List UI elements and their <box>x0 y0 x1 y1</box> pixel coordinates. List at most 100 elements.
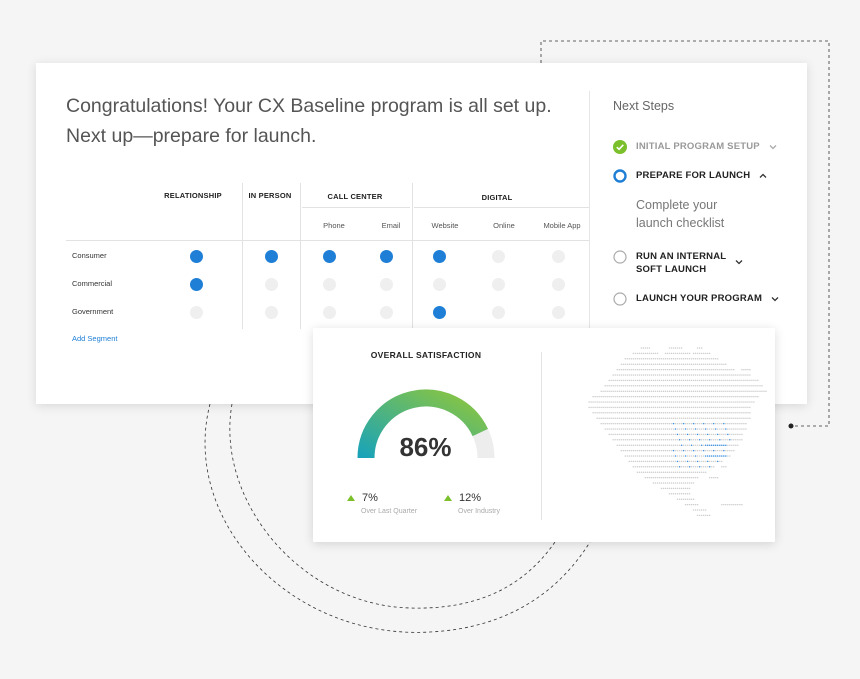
map-dot <box>719 449 721 452</box>
map-dot <box>608 417 610 419</box>
map-dot <box>602 417 604 419</box>
cell-dot-inactive[interactable] <box>432 277 446 291</box>
map-dot <box>632 385 635 387</box>
map-dot <box>670 482 673 484</box>
map-dot <box>660 466 663 468</box>
map-dot <box>676 374 679 376</box>
map-dot <box>610 422 612 425</box>
map-dot <box>704 352 707 355</box>
map-dot <box>648 460 651 463</box>
cell-dot-inactive[interactable] <box>491 305 505 319</box>
map-dot <box>694 433 697 436</box>
map-dot <box>751 395 753 398</box>
cell-dot-inactive[interactable] <box>491 249 505 263</box>
cell-dot-inactive[interactable] <box>189 305 203 319</box>
map-dot <box>634 439 637 441</box>
cell-dot-active[interactable] <box>322 249 336 263</box>
map-dot <box>684 449 687 452</box>
map-dot <box>674 466 677 468</box>
map-dot <box>700 406 703 409</box>
map-dot <box>634 379 637 382</box>
map-dot <box>688 460 691 463</box>
map-dot <box>725 385 727 387</box>
map-dot <box>749 374 751 376</box>
map-dot <box>725 503 727 506</box>
map-dot <box>755 390 757 392</box>
map-dot <box>674 417 677 419</box>
cell-dot-inactive[interactable] <box>491 277 505 291</box>
map-dot <box>702 460 705 463</box>
map-dot <box>600 422 602 425</box>
cell-dot-inactive[interactable] <box>551 249 565 263</box>
cell-dot-inactive[interactable] <box>322 277 336 291</box>
overall-satisfaction-card: OVERALL SATISFACTION 86% 7% Over Last Qu… <box>313 328 775 542</box>
map-dot <box>700 352 703 355</box>
cell-dot-active[interactable] <box>189 277 203 291</box>
map-dot <box>658 476 661 479</box>
map-dot <box>702 401 705 403</box>
map-dot <box>755 395 757 398</box>
map-dot <box>741 439 743 441</box>
step-launch-your-program[interactable]: LAUNCH YOUR PROGRAM <box>613 292 780 306</box>
map-dot <box>678 487 681 490</box>
map-dot <box>628 455 631 457</box>
map-dot <box>660 449 663 452</box>
cell-dot-inactive[interactable] <box>379 277 393 291</box>
map-dot <box>700 471 703 473</box>
map-dot <box>682 466 685 468</box>
map-dot <box>674 455 677 457</box>
map-dot <box>668 412 671 414</box>
map-dot <box>676 460 679 463</box>
chevron-up-icon[interactable] <box>758 171 768 181</box>
chevron-down-icon[interactable] <box>768 142 778 152</box>
map-dot <box>729 428 731 430</box>
map-dot <box>686 482 689 484</box>
map-dot <box>602 401 604 403</box>
map-dot <box>694 476 697 479</box>
add-segment-link[interactable]: Add Segment <box>72 334 118 343</box>
chevron-down-icon[interactable] <box>770 294 780 304</box>
map-dot <box>644 379 647 382</box>
map-dot <box>656 444 659 446</box>
cell-dot-inactive[interactable] <box>379 305 393 319</box>
cell-dot-active[interactable] <box>189 249 203 263</box>
map-dot <box>708 379 711 382</box>
map-dot <box>624 390 627 392</box>
map-dot <box>721 417 723 419</box>
chevron-down-icon[interactable] <box>734 257 744 267</box>
map-dot <box>680 374 683 376</box>
map-dot <box>716 401 719 403</box>
map-dot <box>668 395 671 398</box>
cell-dot-active[interactable] <box>379 249 393 263</box>
map-dot <box>686 363 689 365</box>
row-label-government: Government <box>72 307 114 316</box>
map-dot <box>670 471 673 473</box>
map-dot <box>680 487 683 490</box>
map-dot <box>634 449 637 452</box>
map-dot <box>731 503 733 506</box>
cell-dot-active[interactable] <box>432 249 446 263</box>
map-dot <box>628 439 631 441</box>
map-dot <box>648 449 651 452</box>
cell-dot-inactive[interactable] <box>264 305 278 319</box>
map-dot <box>731 417 733 419</box>
cell-dot-inactive[interactable] <box>551 305 565 319</box>
step-initial-program-setup[interactable]: INITIAL PROGRAM SETUP <box>613 140 778 154</box>
cell-dot-inactive[interactable] <box>551 277 565 291</box>
map-dot <box>743 422 745 425</box>
map-dot <box>684 444 687 446</box>
map-dot <box>716 374 719 376</box>
map-dot <box>698 406 701 409</box>
cell-dot-inactive[interactable] <box>322 305 336 319</box>
map-dot <box>680 449 683 452</box>
satisfaction-gauge <box>357 389 495 459</box>
step-run-internal-soft-launch[interactable]: RUN AN INTERNAL SOFT LAUNCH <box>613 250 744 276</box>
cell-dot-active[interactable] <box>264 249 278 263</box>
map-dot <box>652 444 655 446</box>
map-dot <box>624 422 627 425</box>
map-dot <box>727 449 729 452</box>
step-prepare-for-launch[interactable]: PREPARE FOR LAUNCH <box>613 169 768 183</box>
cell-dot-inactive[interactable] <box>264 277 278 291</box>
cell-dot-active[interactable] <box>432 305 446 319</box>
map-dot <box>670 395 673 398</box>
